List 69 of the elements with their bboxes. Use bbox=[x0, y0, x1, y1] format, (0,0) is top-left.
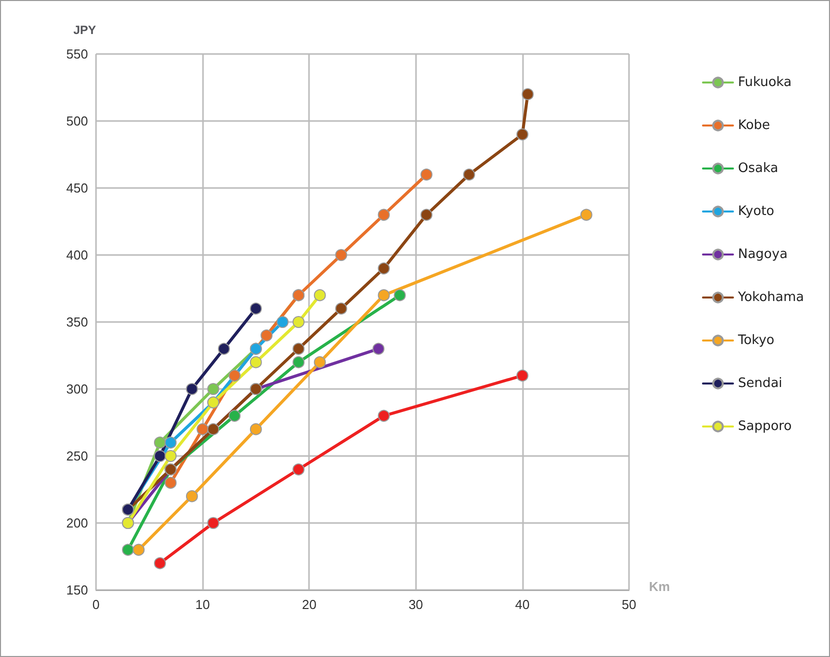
point bbox=[292, 463, 305, 476]
x-axis-title: Km bbox=[649, 579, 670, 594]
point bbox=[516, 370, 528, 382]
y-tick-label: 250 bbox=[66, 448, 88, 464]
legend-label: Kobe bbox=[738, 118, 770, 133]
x-tick-label: 0 bbox=[92, 597, 100, 612]
x-tick-label: 50 bbox=[622, 597, 636, 612]
legend-label: Fukuoka bbox=[738, 75, 792, 90]
point bbox=[186, 383, 198, 395]
y-tick-label: 200 bbox=[66, 516, 88, 530]
point bbox=[154, 436, 166, 449]
legend-label: Kyoto bbox=[738, 204, 774, 219]
point bbox=[207, 383, 220, 395]
point bbox=[378, 289, 390, 302]
legend-label: Sendai bbox=[738, 376, 782, 391]
point bbox=[207, 423, 220, 436]
point bbox=[228, 370, 241, 382]
y-axis-title: JPY bbox=[73, 23, 96, 37]
y-tick-label: 450 bbox=[66, 180, 88, 196]
point bbox=[335, 249, 348, 261]
point bbox=[207, 517, 220, 529]
y-tick-label: 400 bbox=[66, 248, 88, 262]
y-tick-label: 300 bbox=[66, 382, 88, 396]
point bbox=[250, 302, 262, 315]
y-tick-label: 150 bbox=[66, 582, 88, 598]
point bbox=[218, 342, 230, 355]
point bbox=[276, 316, 289, 328]
point bbox=[292, 342, 305, 355]
legend-label: Nagoya bbox=[738, 247, 788, 262]
point bbox=[122, 544, 134, 556]
point bbox=[378, 262, 390, 274]
point bbox=[420, 168, 432, 181]
point bbox=[164, 476, 177, 489]
y-tick-label: 550 bbox=[66, 46, 88, 62]
point bbox=[164, 436, 177, 449]
point bbox=[378, 410, 390, 422]
legend-label: Yokohama bbox=[736, 290, 804, 305]
point bbox=[516, 128, 528, 140]
point bbox=[250, 356, 262, 368]
point bbox=[314, 356, 326, 368]
point bbox=[260, 329, 273, 342]
y-tick-label: 350 bbox=[66, 314, 88, 330]
legend-label: Sapporo bbox=[738, 419, 792, 434]
point bbox=[335, 302, 348, 315]
point bbox=[154, 450, 166, 462]
x-tick-label: 10 bbox=[195, 597, 210, 612]
point bbox=[292, 316, 305, 328]
point bbox=[196, 423, 209, 436]
point bbox=[164, 450, 177, 462]
x-tick-label: 30 bbox=[408, 597, 424, 612]
point bbox=[186, 490, 198, 502]
point bbox=[394, 289, 406, 302]
point bbox=[378, 208, 390, 221]
point bbox=[463, 168, 476, 181]
point bbox=[228, 410, 241, 422]
legend-label: Tokyo bbox=[736, 333, 774, 348]
x-tick-label: 40 bbox=[515, 597, 530, 612]
point bbox=[522, 88, 534, 100]
point bbox=[292, 356, 305, 368]
point bbox=[372, 342, 384, 355]
x-tick-label: 20 bbox=[302, 597, 316, 612]
y-tick-label: 500 bbox=[66, 114, 88, 128]
point bbox=[580, 208, 592, 221]
point bbox=[250, 423, 262, 436]
legend-label: Osaka bbox=[738, 161, 778, 176]
point bbox=[132, 544, 145, 556]
point bbox=[154, 557, 166, 570]
point bbox=[314, 289, 326, 302]
point bbox=[420, 208, 432, 221]
